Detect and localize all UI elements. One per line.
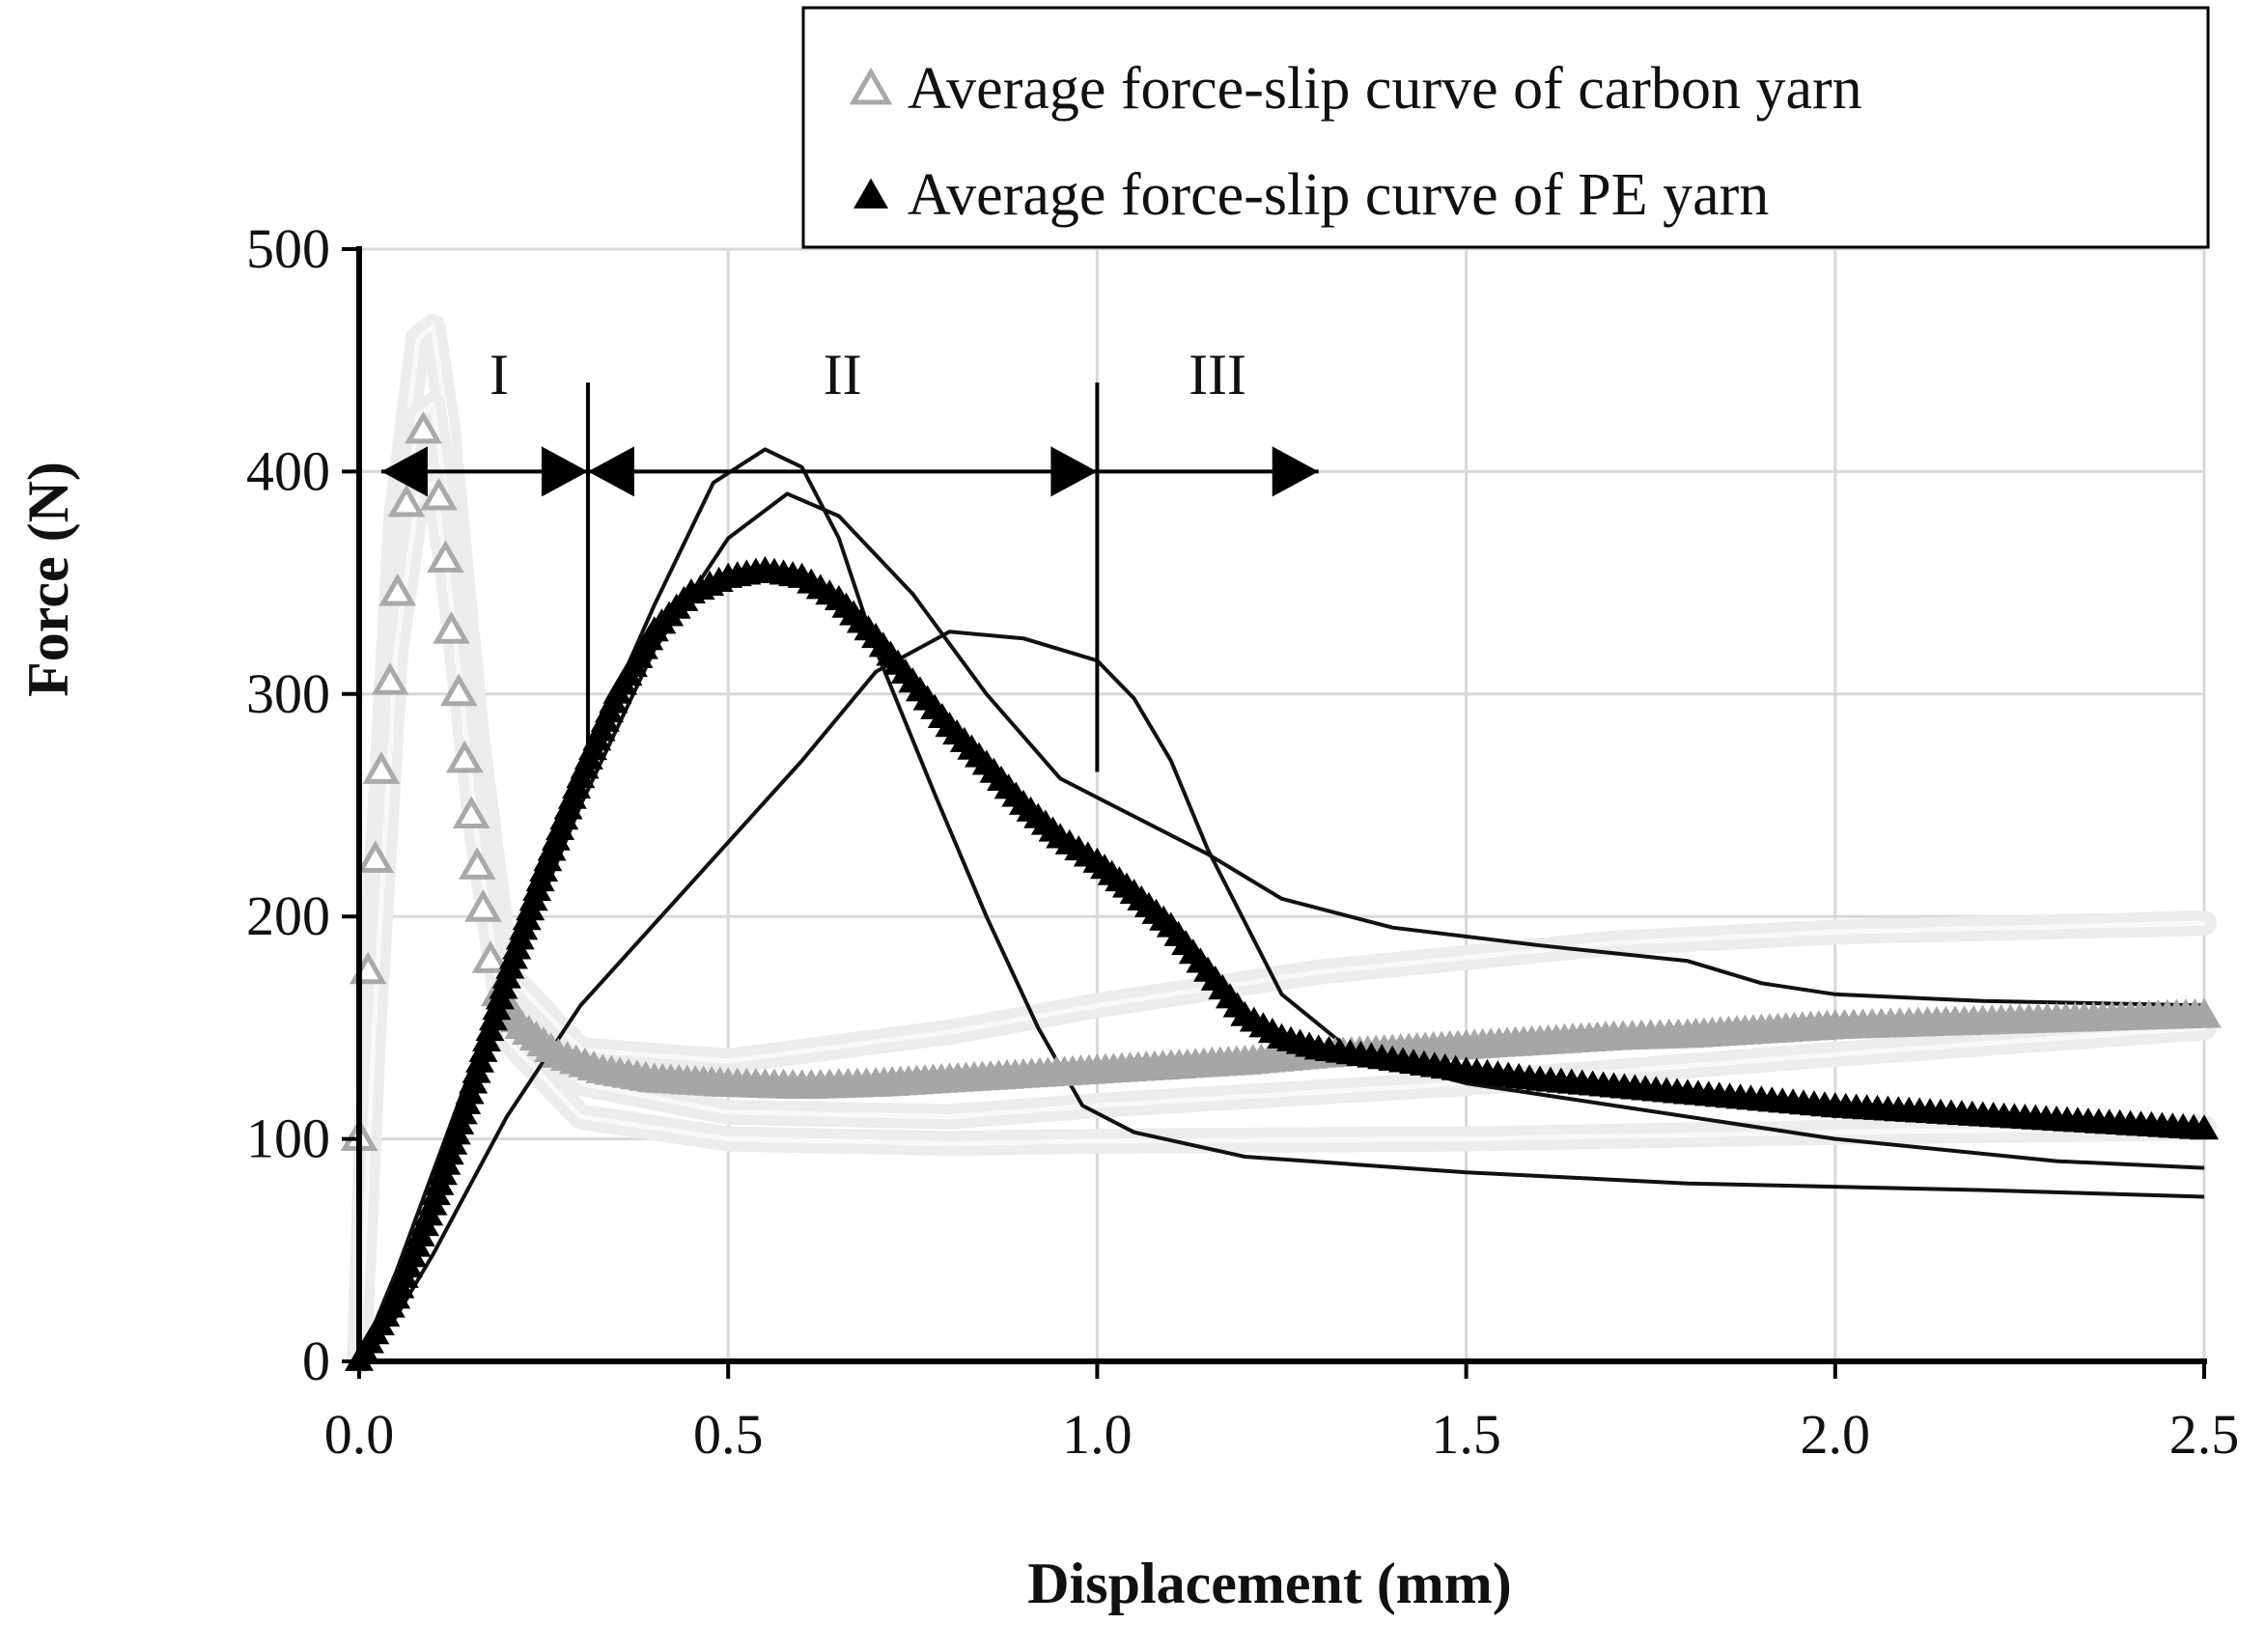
x-tick-label: 0.0: [324, 1403, 395, 1466]
carbon-average-marker: [464, 889, 502, 922]
carbon-average-marker: [471, 940, 510, 973]
carbon-average-marker: [433, 611, 470, 644]
carbon-average-marker: [356, 840, 395, 874]
pe-average-marker: [2190, 1114, 2219, 1140]
carbon-average-marker: [371, 662, 409, 695]
y-axis-title: Force (N): [16, 462, 80, 697]
y-tick-label: 300: [246, 662, 330, 725]
legend-label-pe: Average force-slip curve of PE yarn: [908, 162, 1769, 228]
zone-arrow-head-right: [1050, 446, 1098, 497]
x-tick-label: 2.0: [1801, 1403, 1871, 1466]
carbon-average-marker: [405, 410, 442, 444]
zone-arrow-head-left: [380, 446, 428, 497]
zone-annotations: I II III: [380, 343, 1319, 772]
carbon-average-marker: [439, 673, 478, 707]
legend-marker-pe: [853, 178, 888, 209]
legend-box: [801, 6, 2210, 249]
carbon-average-marker: [458, 847, 496, 880]
y-tick-label: 200: [246, 884, 330, 947]
carbon-average-marker: [378, 573, 417, 606]
x-axis-title: Displacement (mm): [1027, 1552, 1512, 1615]
carbon-average-marker: [362, 751, 401, 784]
y-tick-label: 400: [246, 439, 330, 502]
y-tick-label: 100: [246, 1107, 330, 1170]
average-curves: [340, 410, 2222, 1371]
carbon-average-marker: [420, 477, 458, 511]
legend-label-carbon: Average force-slip curve of carbon yarn: [908, 56, 1862, 122]
zone-arrow-head-left: [587, 446, 634, 497]
x-tick-label: 1.0: [1062, 1403, 1133, 1466]
zone-label-III: III: [1189, 343, 1246, 406]
zone-arrow-head-right: [541, 446, 588, 497]
zone-label-I: I: [490, 343, 509, 406]
legend-marker-carbon: [849, 67, 893, 105]
carbon-average-marker: [427, 540, 464, 573]
y-tick-label: 0: [302, 1330, 330, 1392]
x-tick-label: 1.5: [1431, 1403, 1501, 1466]
carbon-average-marker: [445, 740, 484, 773]
zone-label-II: II: [824, 343, 862, 406]
carbon-average-marker: [2187, 997, 2222, 1028]
carbon-average-marker: [387, 484, 426, 518]
legend: Average force-slip curve of carbon yarn …: [801, 6, 2210, 249]
zone-arrow-head-right: [1272, 446, 1319, 497]
x-tick-label: 0.5: [693, 1403, 764, 1466]
y-tick-label: 500: [246, 217, 330, 280]
axes: 0 100 200 300 400 500 0.0 0.5 1.0 1.5 2.0 2.5: [246, 217, 2239, 1466]
carbon-average-marker: [452, 796, 490, 828]
x-tick-label: 2.5: [2169, 1403, 2240, 1466]
